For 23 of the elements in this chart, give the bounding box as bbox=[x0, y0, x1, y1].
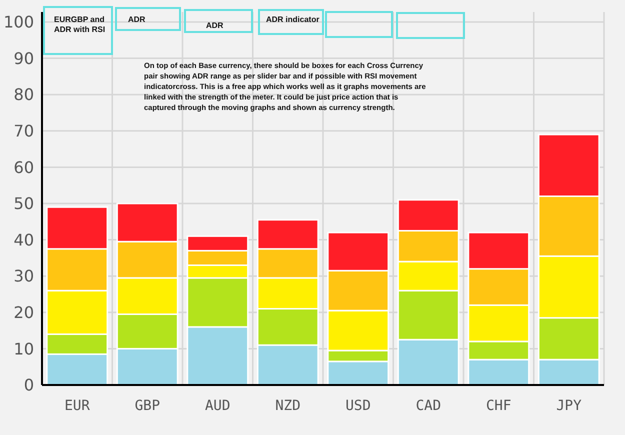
y-tick-label: 80 bbox=[14, 85, 34, 104]
x-tick-label: CHF bbox=[486, 398, 512, 414]
x-tick-label: NZD bbox=[275, 398, 301, 414]
x-tick-label: USD bbox=[345, 398, 371, 414]
x-tick-label: EUR bbox=[64, 398, 90, 414]
x-tick-label: AUD bbox=[204, 398, 230, 414]
x-tick-label: GBP bbox=[134, 398, 160, 414]
x-tick-label: JPY bbox=[556, 398, 582, 414]
y-tick-label: 70 bbox=[14, 122, 34, 140]
y-tick-label: 40 bbox=[14, 230, 34, 250]
y-tick-label: 0 bbox=[24, 376, 34, 395]
annotation: EURGBP and ADR with RSI bbox=[54, 15, 106, 34]
y-tick-label: 20 bbox=[14, 303, 34, 322]
x-tick-label: CAD bbox=[416, 398, 442, 414]
annotation: ADR indicator bbox=[266, 15, 320, 24]
y-tick-label: 90 bbox=[14, 48, 34, 68]
y-tick-label: 30 bbox=[14, 266, 34, 286]
y-tick-label: 50 bbox=[14, 194, 34, 214]
annotation: ADR bbox=[206, 21, 224, 30]
annotation: ADR bbox=[128, 15, 146, 24]
y-tick-label: 100 bbox=[3, 12, 34, 32]
y-tick-label: 60 bbox=[14, 158, 34, 177]
y-tick-label: 10 bbox=[14, 339, 34, 358]
